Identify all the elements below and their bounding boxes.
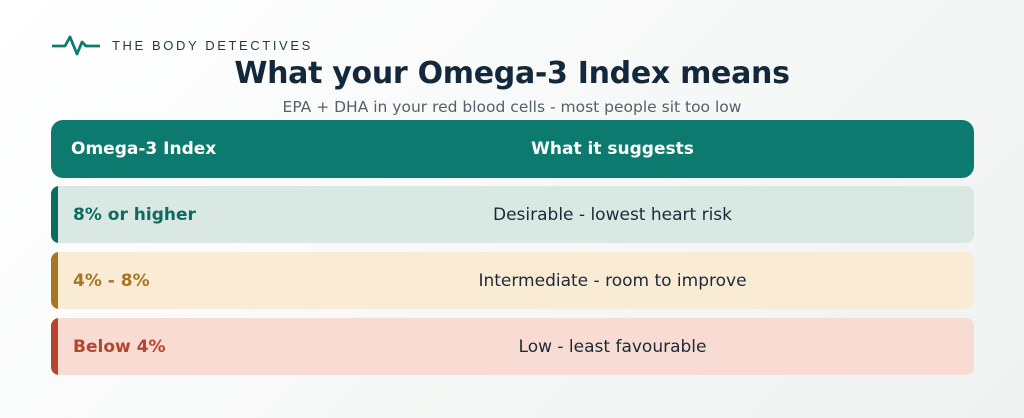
omega3-index-table: Omega-3 Index What it suggests 8% or hig… bbox=[51, 120, 974, 375]
row-range: 4% - 8% bbox=[73, 270, 150, 291]
row-meaning: Desirable - lowest heart risk bbox=[493, 204, 732, 225]
table-row-intermediate: 4% - 8% Intermediate - room to improve bbox=[51, 252, 974, 309]
table-header: Omega-3 Index What it suggests bbox=[51, 120, 974, 178]
row-meaning: Intermediate - room to improve bbox=[478, 270, 747, 291]
page-title: What your Omega-3 Index means bbox=[234, 56, 790, 91]
row-meaning: Low - least favourable bbox=[518, 336, 707, 357]
row-accent-bar bbox=[51, 318, 58, 375]
brand-name: THE BODY DETECTIVES bbox=[112, 37, 313, 53]
table-row-desirable: 8% or higher Desirable - lowest heart ri… bbox=[51, 186, 974, 243]
row-range: 8% or higher bbox=[73, 204, 196, 225]
row-range: Below 4% bbox=[73, 336, 166, 357]
pulse-line-icon bbox=[52, 35, 100, 56]
row-accent-bar bbox=[51, 252, 58, 309]
header-what-it-suggests: What it suggests bbox=[531, 139, 694, 159]
page-subtitle: EPA + DHA in your red blood cells - most… bbox=[282, 98, 742, 116]
table-row-low: Below 4% Low - least favourable bbox=[51, 318, 974, 375]
row-accent-bar bbox=[51, 186, 58, 243]
header-omega3-index: Omega-3 Index bbox=[71, 139, 217, 159]
brand-logo: THE BODY DETECTIVES bbox=[52, 33, 313, 57]
